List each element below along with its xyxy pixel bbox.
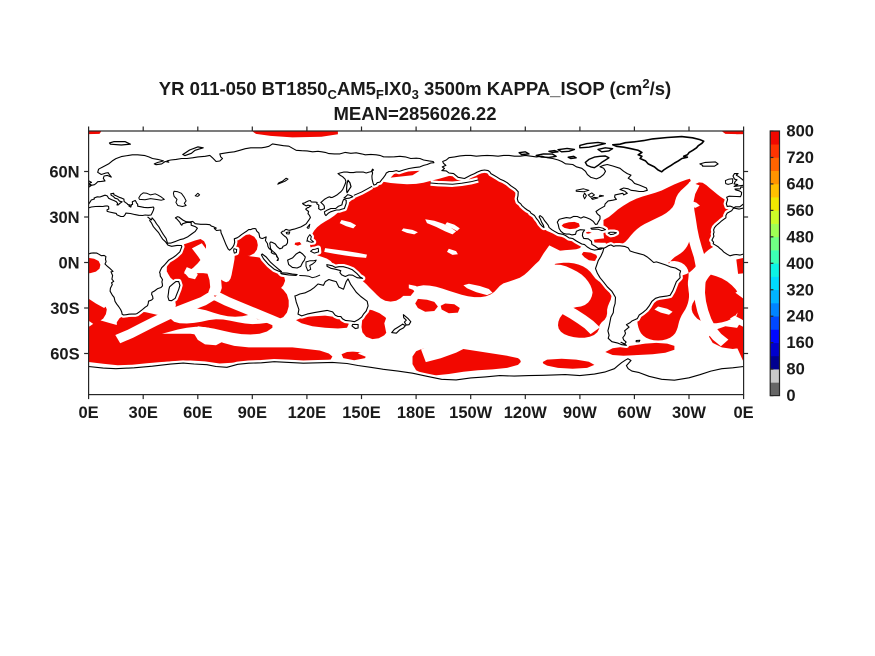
svg-text:150E: 150E bbox=[342, 404, 381, 422]
svg-text:80: 80 bbox=[786, 361, 804, 379]
svg-text:60E: 60E bbox=[183, 404, 212, 422]
svg-text:60W: 60W bbox=[617, 404, 651, 422]
svg-text:180E: 180E bbox=[397, 404, 436, 422]
svg-text:60S: 60S bbox=[50, 346, 79, 364]
svg-text:640: 640 bbox=[786, 175, 814, 193]
svg-text:720: 720 bbox=[786, 149, 814, 167]
svg-text:560: 560 bbox=[786, 202, 814, 220]
svg-text:30S: 30S bbox=[50, 300, 79, 318]
svg-text:60N: 60N bbox=[49, 164, 79, 182]
svg-text:MEAN=2856026.22: MEAN=2856026.22 bbox=[333, 103, 496, 124]
svg-text:160: 160 bbox=[786, 334, 814, 352]
svg-text:320: 320 bbox=[786, 281, 814, 299]
svg-text:30E: 30E bbox=[129, 404, 158, 422]
svg-text:800: 800 bbox=[786, 123, 814, 141]
svg-text:90E: 90E bbox=[238, 404, 267, 422]
svg-text:0E: 0E bbox=[79, 404, 99, 422]
svg-text:30N: 30N bbox=[49, 209, 79, 227]
svg-text:0: 0 bbox=[786, 387, 795, 405]
svg-text:120W: 120W bbox=[504, 404, 548, 422]
svg-text:480: 480 bbox=[786, 228, 814, 246]
svg-text:400: 400 bbox=[786, 255, 814, 273]
svg-text:240: 240 bbox=[786, 308, 814, 326]
svg-text:150W: 150W bbox=[449, 404, 493, 422]
svg-text:120E: 120E bbox=[288, 404, 327, 422]
svg-text:90W: 90W bbox=[563, 404, 597, 422]
svg-text:30W: 30W bbox=[672, 404, 706, 422]
svg-text:0N: 0N bbox=[59, 255, 80, 273]
svg-text:0E: 0E bbox=[734, 404, 754, 422]
